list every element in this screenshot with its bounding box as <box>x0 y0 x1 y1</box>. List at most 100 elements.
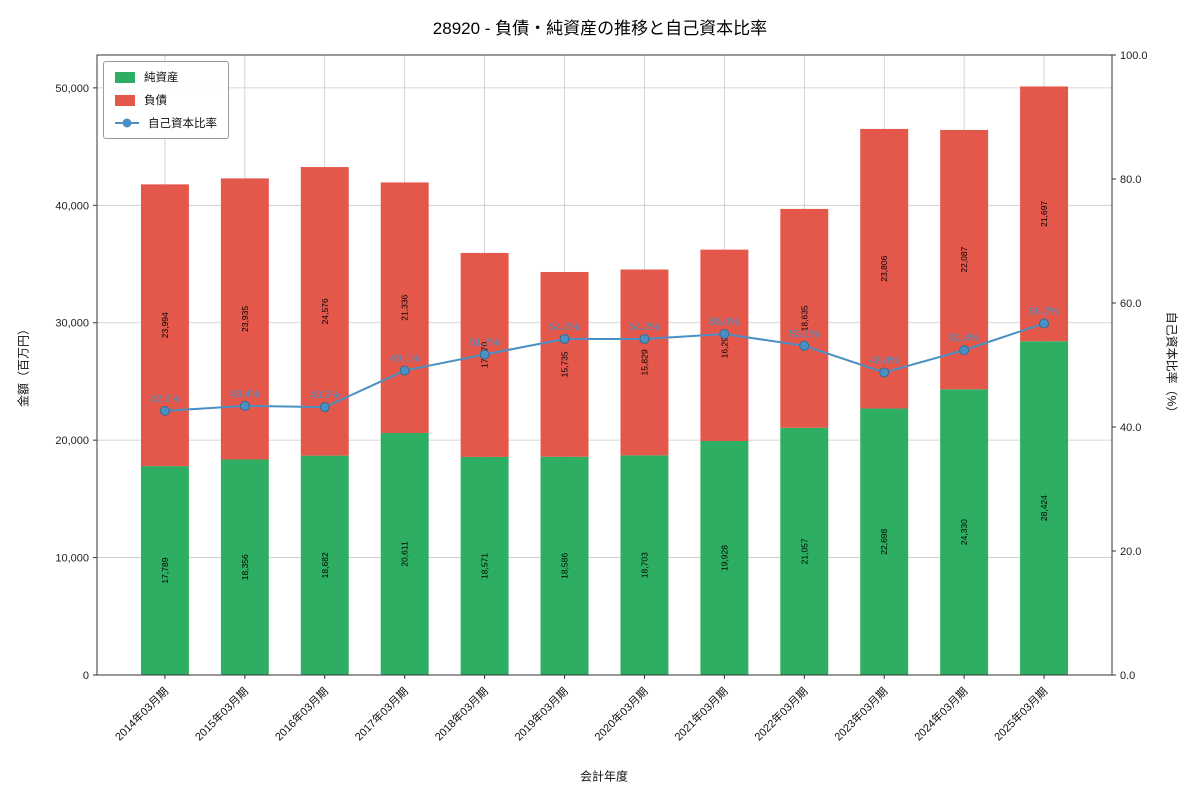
ratio-marker <box>239 400 250 411</box>
bar-label-net-assets: 18,586 <box>560 553 570 579</box>
bar-net-assets <box>1020 341 1069 675</box>
bar-liabilities <box>1020 86 1069 342</box>
x-tick-label: 2018年03月期 <box>432 684 491 743</box>
y-tick-label-left: 0 <box>83 670 89 682</box>
legend-label-liabilities: 負債 <box>144 95 167 107</box>
bar-net-assets <box>380 432 429 675</box>
bar-label-net-assets: 24,330 <box>959 519 969 545</box>
bar-label-liabilities: 23,994 <box>160 312 170 338</box>
legend-item-equity-ratio: 自己資本比率 <box>115 115 217 131</box>
y-tick-label-left: 20,000 <box>55 435 89 447</box>
bar-net-assets <box>140 466 189 675</box>
y-tick-label-right: 60.0 <box>1120 298 1141 310</box>
bar-label-net-assets: 18,682 <box>320 552 330 578</box>
bar-label-liabilities: 22,087 <box>959 246 969 272</box>
y-tick-label-left: 40,000 <box>55 200 89 212</box>
ratio-label: 52.4% <box>949 332 979 344</box>
bar-net-assets <box>860 408 909 675</box>
y-tick-label-right: 40.0 <box>1120 422 1141 434</box>
ratio-marker <box>399 365 410 376</box>
ratio-marker <box>559 333 570 344</box>
x-tick-label: 2019年03月期 <box>511 684 570 743</box>
x-tick-label: 2021年03月期 <box>671 684 730 743</box>
bar-liabilities <box>220 178 269 460</box>
ratio-label: 48.8% <box>869 354 899 366</box>
ratio-marker <box>719 329 730 339</box>
legend-item-net-assets: 純資産 <box>115 69 217 85</box>
legend-swatch-liabilities <box>115 94 135 106</box>
bar-net-assets <box>220 459 269 675</box>
y-tick-label-right: 80.0 <box>1120 174 1141 186</box>
bar-label-net-assets: 18,703 <box>639 552 649 578</box>
ratio-marker <box>879 367 890 378</box>
bar-liabilities <box>620 269 669 456</box>
bar-label-net-assets: 18,356 <box>240 554 250 580</box>
bar-liabilities <box>140 184 189 467</box>
ratio-label: 56.7% <box>1029 305 1059 317</box>
ratio-marker <box>1039 318 1050 329</box>
ratio-label: 43.2% <box>310 389 340 401</box>
x-tick-label: 2016年03月期 <box>272 684 331 743</box>
x-axis-label: 会計年度 <box>579 769 629 784</box>
legend-label-equity-ratio: 自己資本比率 <box>148 118 217 130</box>
ratio-marker <box>159 405 170 416</box>
legend-dot-icon <box>122 118 132 128</box>
ratio-label: 55.0% <box>709 316 739 328</box>
y-tick-label-left: 30,000 <box>55 318 89 330</box>
ratio-marker <box>479 349 490 360</box>
bar-liabilities <box>700 249 749 441</box>
legend-swatch-net-assets <box>115 71 135 83</box>
legend: 純資産 負債 自己資本比率 <box>103 61 229 139</box>
ratio-line <box>164 322 1045 412</box>
bar-label-net-assets: 17,789 <box>160 557 170 583</box>
bar-label-net-assets: 20,611 <box>400 541 410 567</box>
y-tick-label-left: 50,000 <box>55 83 89 95</box>
ratio-marker <box>799 340 810 351</box>
bar-label-liabilities: 21,336 <box>400 294 410 320</box>
legend-label-net-assets: 純資産 <box>144 72 179 84</box>
bar-net-assets <box>780 427 829 675</box>
bar-label-net-assets: 19,928 <box>719 545 729 571</box>
legend-item-liabilities: 負債 <box>115 92 217 108</box>
bar-label-liabilities: 16,296 <box>719 332 729 358</box>
x-tick-label: 2020年03月期 <box>591 684 650 743</box>
bar-label-liabilities: 23,935 <box>240 306 250 332</box>
bar-label-liabilities: 23,806 <box>879 255 889 281</box>
ratio-marker <box>959 345 970 356</box>
y-tick-label-right: 0.0 <box>1120 670 1135 682</box>
bar-label-net-assets: 22,698 <box>879 528 889 554</box>
bar-label-liabilities: 18,635 <box>799 305 809 331</box>
x-tick-label: 2015年03月期 <box>192 684 251 743</box>
ratio-label: 43.4% <box>230 388 260 400</box>
ratio-marker <box>639 333 650 344</box>
bar-net-assets <box>300 455 349 675</box>
y-axis-label-right: 自己資本比率（%） <box>1164 311 1179 419</box>
bar-liabilities <box>860 128 909 409</box>
ratio-marker <box>319 402 330 413</box>
bar-liabilities <box>780 208 829 428</box>
bar-label-liabilities: 15,735 <box>560 351 570 377</box>
bar-liabilities <box>380 182 429 433</box>
bar-label-net-assets: 18,571 <box>480 553 490 579</box>
ratio-label: 49.1% <box>390 353 420 365</box>
x-tick-label: 2022年03月期 <box>751 684 810 743</box>
bar-label-liabilities: 24,576 <box>320 298 330 324</box>
x-tick-label: 2014年03月期 <box>112 684 171 743</box>
y-tick-label-right: 20.0 <box>1120 546 1141 558</box>
bar-label-liabilities: 21,697 <box>1039 201 1049 227</box>
ratio-label: 53.1% <box>789 328 819 340</box>
x-tick-label: 2024年03月期 <box>911 684 970 743</box>
x-tick-label: 2023年03月期 <box>831 684 890 743</box>
ratio-label: 51.7% <box>470 336 500 348</box>
bar-liabilities <box>540 271 589 457</box>
y-tick-label-right: 100.0 <box>1120 50 1148 62</box>
y-axis-label-left: 金額（百万円） <box>16 322 31 408</box>
bar-net-assets <box>540 456 589 675</box>
bar-label-net-assets: 28,424 <box>1039 495 1049 521</box>
ratio-label: 54.2% <box>550 321 580 333</box>
bar-net-assets <box>460 456 509 675</box>
x-tick-label: 2025年03月期 <box>991 684 1050 743</box>
ratio-label: 54.2% <box>630 321 660 333</box>
